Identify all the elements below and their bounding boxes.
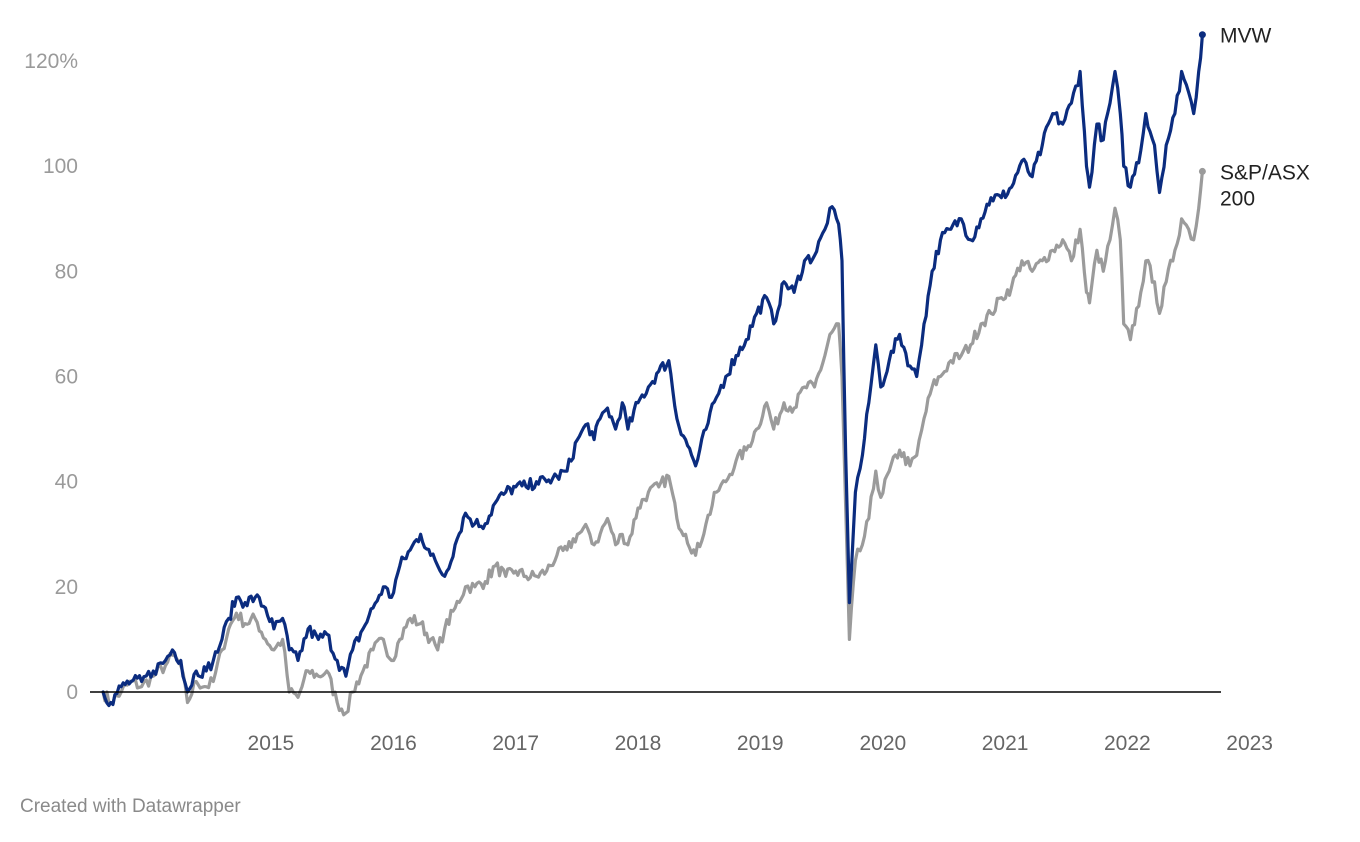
y-tick-label: 80: [55, 260, 78, 283]
series-label-asx200: S&P/ASX 200: [1220, 161, 1310, 210]
y-axis: 0 20 40 60 80 100 120%: [24, 50, 78, 704]
x-tick-label: 2016: [370, 732, 417, 755]
x-tick-label: 2020: [859, 732, 906, 755]
x-axis: 2015 2016 2017 2018 2019 2020 2021 2022 2023: [248, 732, 1273, 755]
y-tick-label: 120%: [24, 50, 78, 73]
x-tick-label: 2015: [248, 732, 295, 755]
series-end-dot: [1198, 167, 1206, 175]
x-tick-label: 2018: [615, 732, 662, 755]
series-label-mvw: MVW: [1220, 25, 1272, 48]
x-tick-label: 2022: [1104, 732, 1151, 755]
y-tick-label: 40: [55, 471, 78, 494]
y-tick-label: 20: [55, 576, 78, 599]
y-tick-label: 0: [66, 681, 78, 704]
series-line-mvw: [101, 33, 1204, 708]
series-labels: MVW S&P/ASX 200: [1198, 25, 1310, 210]
series-line-asx200: [101, 169, 1204, 717]
datawrapper-credit: Created with Datawrapper: [20, 796, 241, 817]
series-end-dot: [1198, 31, 1206, 39]
x-tick-label: 2021: [982, 732, 1029, 755]
y-tick-label: 60: [55, 366, 78, 389]
series-lines: [101, 33, 1204, 717]
y-tick-label: 100: [43, 155, 78, 178]
x-tick-label: 2019: [737, 732, 784, 755]
x-tick-label: 2017: [492, 732, 539, 755]
x-tick-label: 2023: [1226, 732, 1273, 755]
